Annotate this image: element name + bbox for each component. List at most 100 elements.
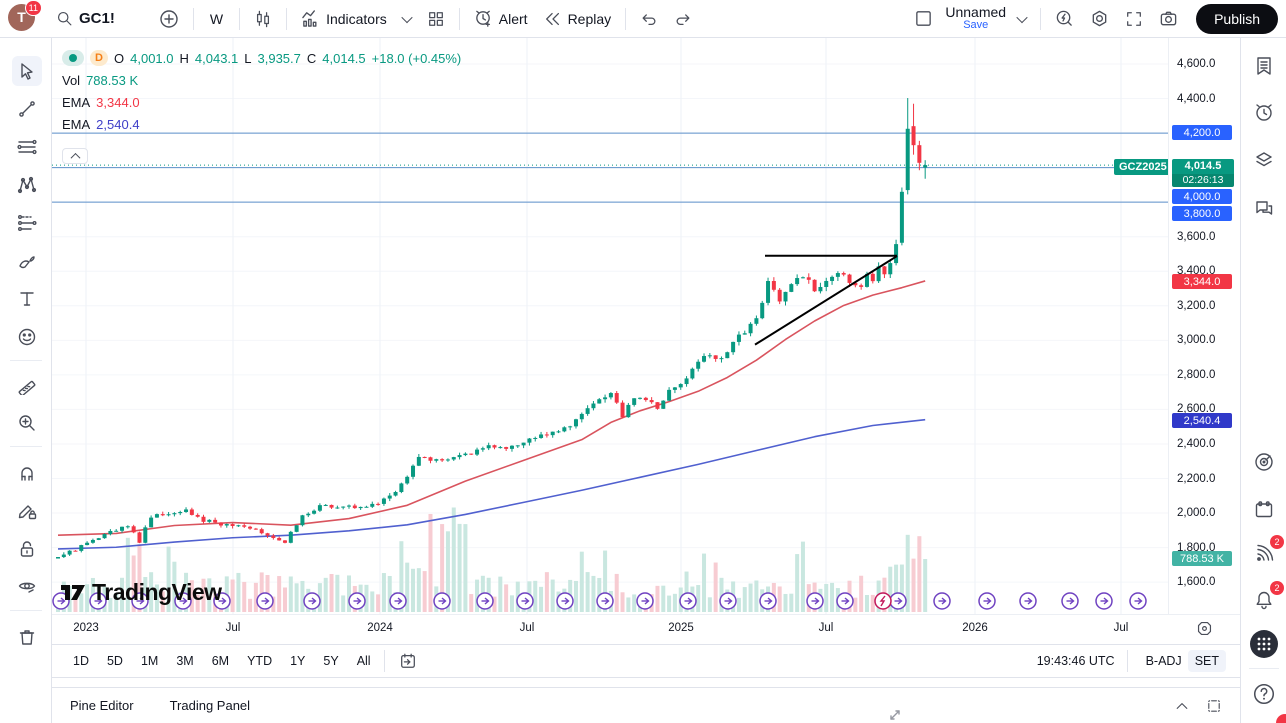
zoom-in-tool[interactable] [12, 408, 42, 438]
high-value: 4,043.1 [194, 50, 239, 66]
indicators-label: Indicators [326, 10, 387, 27]
layout-select-button[interactable] [906, 5, 941, 32]
volume-label: Vol [62, 73, 81, 88]
legend-ohlc-row[interactable]: D O 4,001.0 H 4,043.1 L 3,935.7 C 4,014.5 +1… [62, 50, 461, 66]
layout-save-block[interactable]: Unnamed Save [941, 5, 1010, 31]
compare-add-symbol-button[interactable] [151, 5, 187, 33]
trend-line-tool[interactable] [12, 94, 42, 124]
settlement-toggle[interactable]: SET [1187, 650, 1226, 672]
symbol-search-button[interactable]: GC1! [48, 6, 123, 31]
indicators-button[interactable]: Indicators [293, 5, 395, 32]
publish-button[interactable]: Publish [1196, 3, 1278, 34]
range-button-5d[interactable]: 5D [106, 654, 123, 668]
layout-chevron[interactable] [1010, 11, 1034, 27]
notifications-count-badge: 2 [1270, 581, 1284, 595]
replay-button[interactable]: Replay [536, 6, 620, 32]
chart-style-button[interactable] [246, 6, 280, 32]
streams-button[interactable]: 2 [1250, 535, 1284, 568]
indicator-templates-chevron[interactable] [395, 11, 419, 27]
range-button-3m[interactable]: 3M [176, 654, 194, 668]
remove-drawings-tool[interactable] [12, 622, 42, 652]
horizontal-lines-tool[interactable] [12, 132, 42, 162]
measure-tool[interactable] [12, 370, 42, 400]
chart-settings-button[interactable] [1082, 5, 1117, 32]
chart-canvas[interactable]: D O 4,001.0 H 4,043.1 L 3,935.7 C 4,014.5 +1… [52, 38, 1168, 614]
time-axis[interactable]: 2023 Jul 2024 Jul 2025 Jul 2026 Jul [52, 614, 1240, 644]
pattern-xabcd-tool[interactable] [12, 170, 42, 200]
cursor-tool[interactable] [12, 56, 42, 86]
notifications-button[interactable]: 2 [1250, 581, 1284, 614]
range-button-1y[interactable]: 1Y [290, 654, 306, 668]
panel-resize-handle[interactable] [888, 708, 902, 722]
change-value: +18.0 (+0.45%) [371, 50, 462, 66]
interval-button[interactable]: W [209, 10, 224, 27]
brush-tool[interactable] [12, 246, 42, 276]
level-price-badge: 4,000.0 [1172, 189, 1232, 204]
undo-button[interactable] [632, 6, 666, 32]
legend-ema-slow-row[interactable]: EMA 2,540.4 [62, 117, 461, 132]
forecast-tool[interactable] [12, 208, 42, 238]
ideas-stream-button[interactable] [1250, 448, 1278, 476]
range-button-ytd[interactable]: YTD [247, 654, 273, 668]
legend-volume-row[interactable]: Vol 788.53 K [62, 73, 461, 88]
save-link[interactable]: Save [963, 19, 989, 32]
redo-button[interactable] [666, 6, 700, 32]
clock-utc[interactable]: 19:43:46 UTC [1036, 654, 1115, 668]
range-button-6m[interactable]: 6M [211, 654, 230, 668]
layout-name[interactable]: Unnamed [945, 4, 1007, 21]
drawing-mode-lock-tool[interactable] [12, 496, 42, 526]
hide-drawings-tool[interactable] [12, 572, 42, 602]
snapshot-button[interactable] [1151, 5, 1186, 32]
apps-grid-icon [1250, 630, 1278, 658]
legend-ema-fast-row[interactable]: EMA 3,344.0 [62, 95, 461, 110]
axis-settings-octagon-icon[interactable] [1196, 620, 1213, 637]
magnet-mode-tool[interactable] [12, 458, 42, 488]
indicator-price-badge: 3,344.0 [1172, 274, 1232, 289]
text-tool[interactable] [12, 284, 42, 314]
tab-trading-panel[interactable]: Trading Panel [169, 698, 251, 713]
legend-collapse-button[interactable] [62, 148, 88, 164]
range-button-all[interactable]: All [356, 654, 371, 668]
chevron-down-icon [401, 11, 413, 23]
flash-search-icon [1055, 9, 1074, 28]
price-tick-label: 1,800.0 [1177, 541, 1216, 554]
panel-expand-chevron-icon[interactable] [1174, 698, 1190, 714]
chart-plot[interactable] [52, 38, 1168, 614]
help-button[interactable] [1250, 680, 1278, 708]
time-tick-label: Jul [818, 622, 834, 634]
range-button-1m[interactable]: 1M [140, 654, 159, 668]
fullscreen-button[interactable] [1117, 6, 1151, 32]
price-tick-label: 4,400.0 [1177, 92, 1216, 105]
open-value: 4,001.0 [130, 50, 174, 66]
support-widget-button[interactable] [1276, 714, 1286, 723]
watchlist-icon [1253, 55, 1275, 77]
go-to-date-button[interactable] [391, 648, 425, 674]
cursor-icon [17, 61, 37, 81]
tab-pine-editor[interactable]: Pine Editor [70, 698, 134, 713]
range-button-5y[interactable]: 5Y [323, 654, 339, 668]
chat-button[interactable] [1250, 194, 1278, 222]
price-scale[interactable]: 4,014.5 02:26:13 4,600.0 4,400.0 3,600.0 3,… [1168, 38, 1240, 614]
adjustment-toggle[interactable]: B-ADJ [1145, 654, 1182, 668]
emoji-tool[interactable] [12, 322, 42, 352]
calendar-button[interactable] [1250, 496, 1278, 524]
undo-icon [640, 10, 658, 28]
layout-grid-button[interactable] [419, 6, 453, 32]
chevron-up-icon [70, 152, 80, 163]
quick-search-button[interactable] [1047, 5, 1082, 32]
watchlist-button[interactable] [1250, 52, 1278, 80]
object-tree-button[interactable] [1250, 146, 1278, 174]
bottom-toolbar: 1D 5D 1M 3M 6M YTD 1Y 5Y All 19:43:46 UTC B-ADJ … [52, 644, 1240, 678]
lock-all-drawings-tool[interactable] [12, 534, 42, 564]
range-button-1d[interactable]: 1D [73, 654, 89, 668]
alerts-panel-button[interactable] [1250, 98, 1278, 126]
create-alert-button[interactable]: Alert [466, 5, 536, 32]
price-tick-label: 2,200.0 [1177, 472, 1216, 485]
apps-menu-button[interactable] [1250, 630, 1278, 658]
level-price-badge: 4,200.0 [1172, 125, 1232, 140]
contract-label-tag[interactable]: GCZ2025 [1114, 159, 1168, 175]
lock-icon [17, 539, 37, 559]
panel-maximize-icon[interactable] [1206, 698, 1222, 714]
user-avatar[interactable]: T 11 [8, 0, 42, 34]
smiley-icon [17, 327, 37, 347]
